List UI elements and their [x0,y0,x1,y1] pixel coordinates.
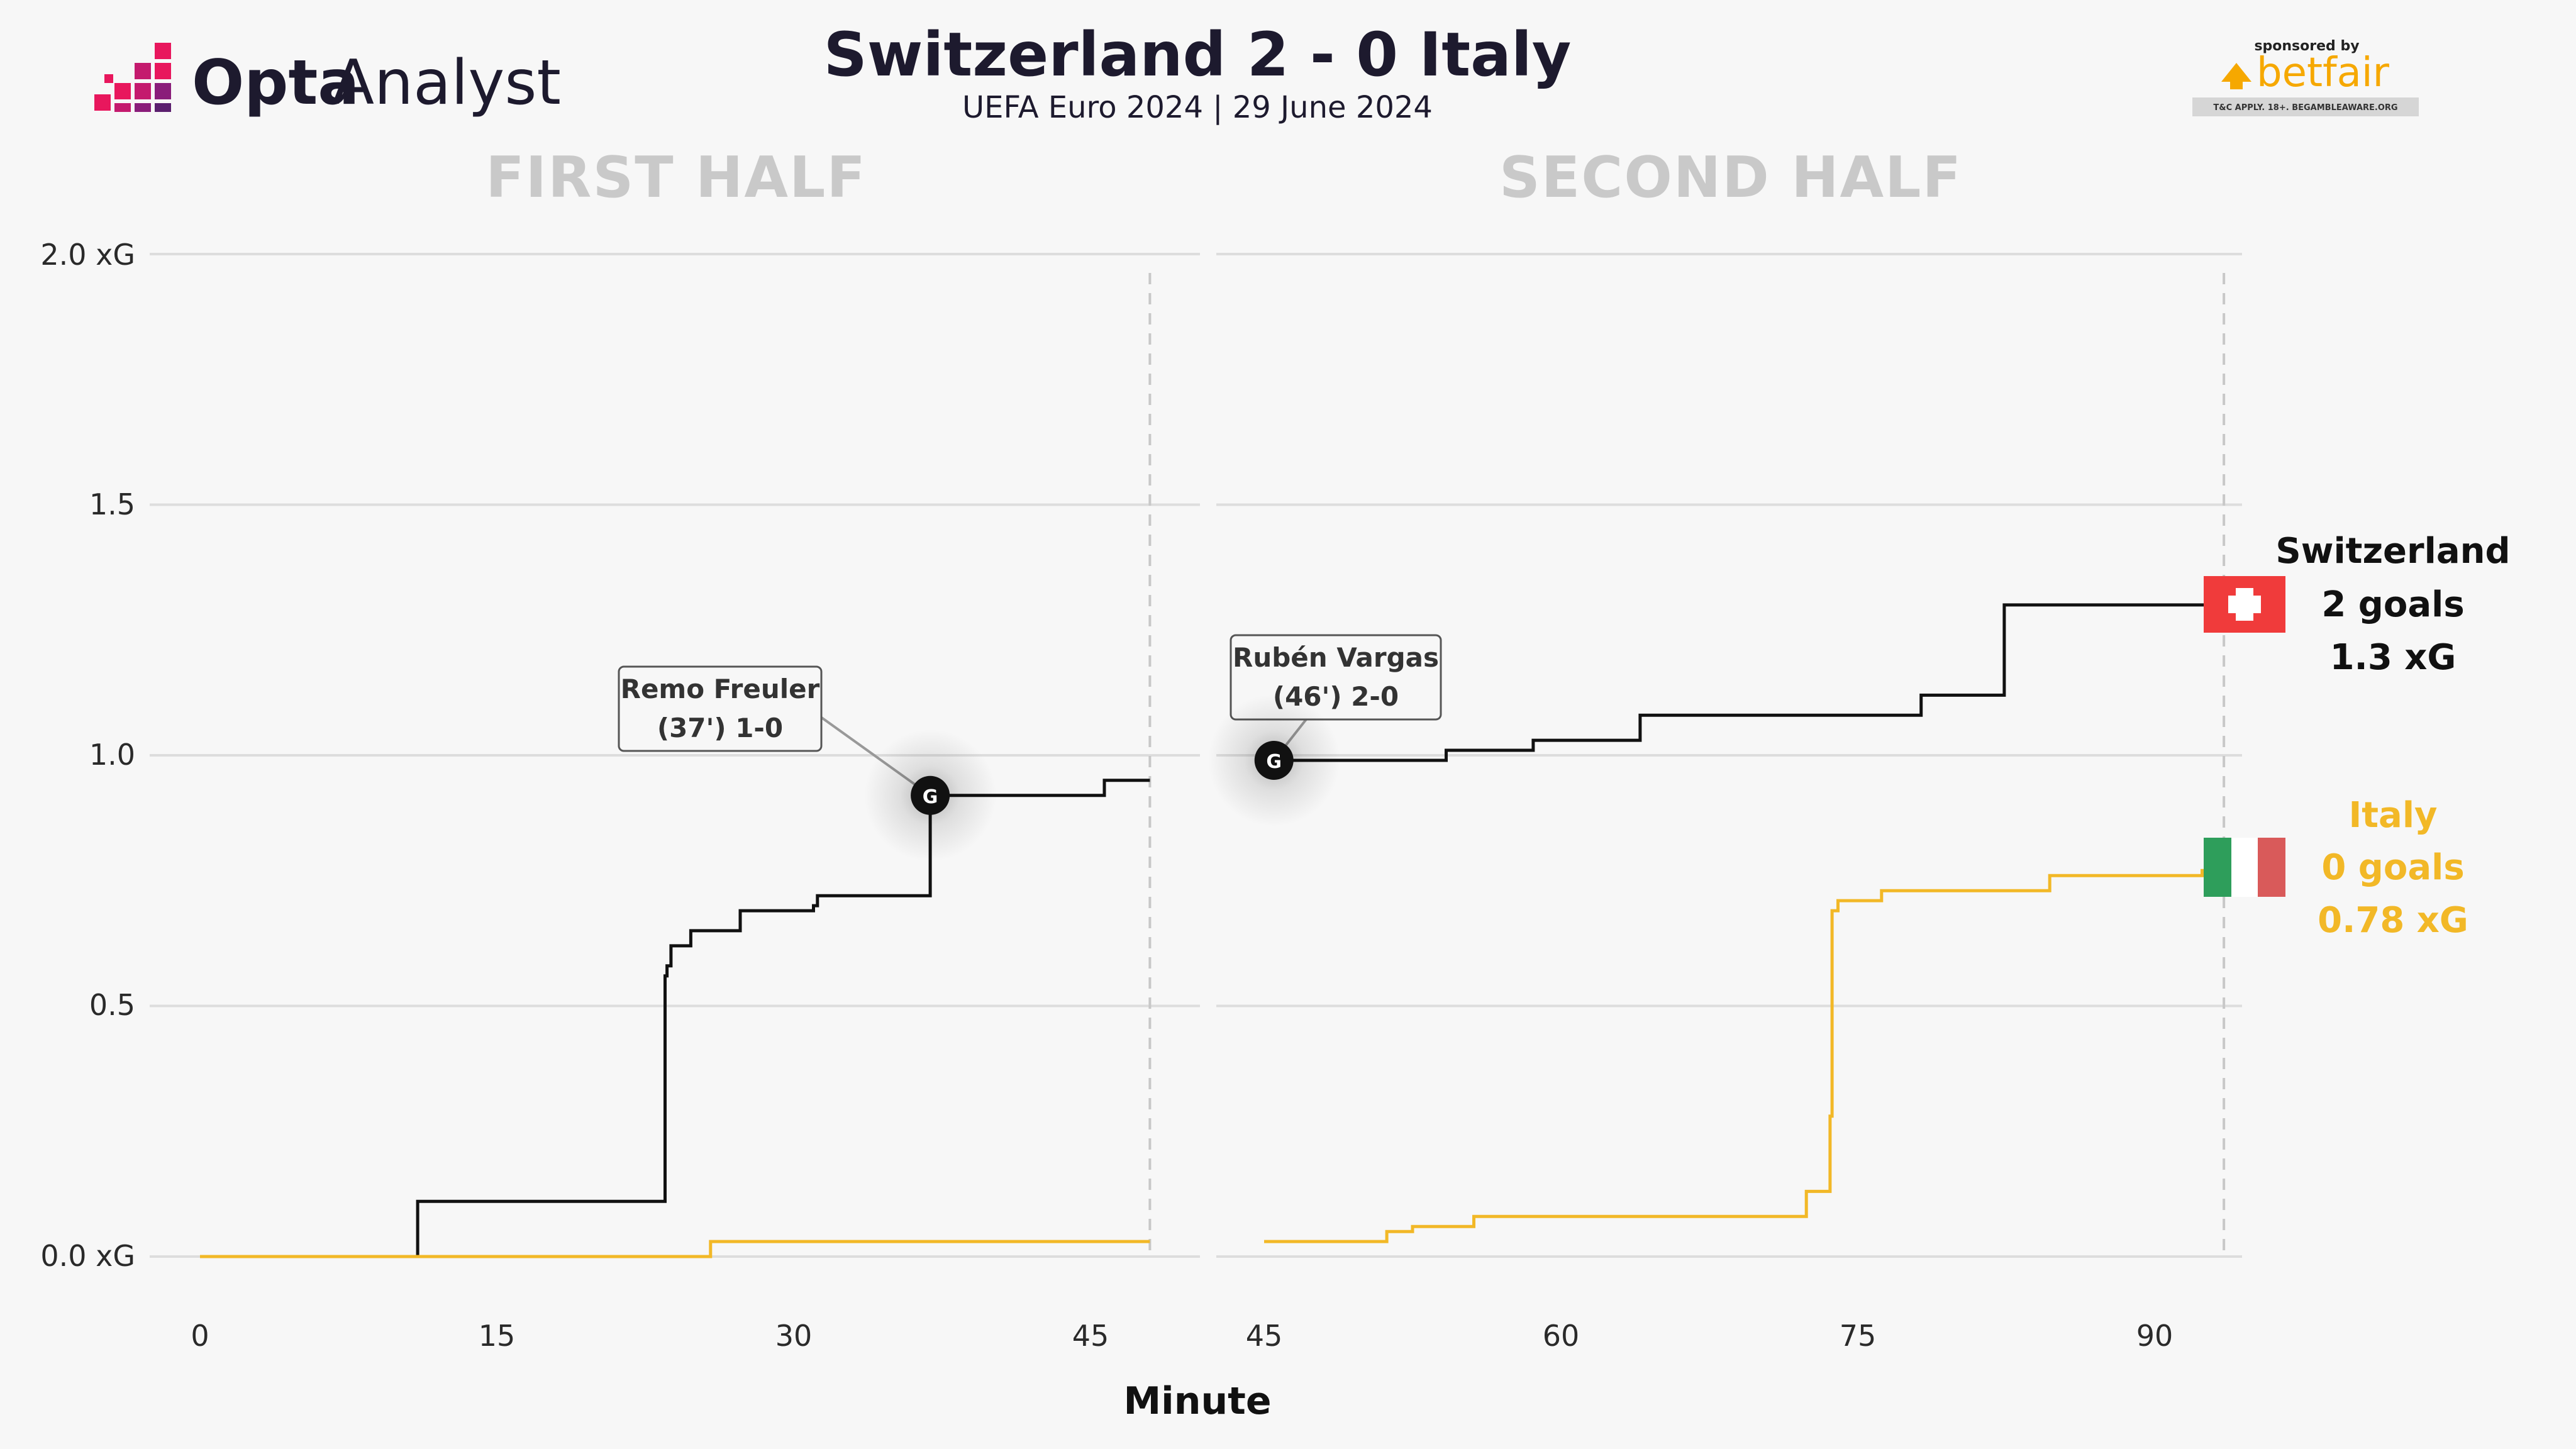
x-tick-label: 45 [1246,1319,1283,1353]
x-tick-label: 75 [1840,1319,1877,1353]
x-tick-layer: 0 15 30 45 45 60 75 90 [191,1319,2173,1353]
legend-switzerland: Switzerland 2 goals 1.3 xG [2204,531,2511,678]
betfair-sponsor: sponsored by betfair T&C APPLY. 18+. BEG… [2192,38,2419,116]
sponsor-legal-bar [2192,97,2419,116]
x-tick-label: 30 [775,1319,813,1353]
betfair-arrow-icon [2221,63,2251,89]
betfair-brand-text: betfair [2257,50,2390,96]
legend-italy: Italy 0 goals 0.78 xG [2204,795,2468,941]
series-layer [200,603,2224,1258]
switzerland-flag [2204,576,2285,633]
y-tick-label: 2.0 xG [40,238,135,272]
italy-xg-line [1264,869,2224,1243]
switzerland-xg-line [200,779,1150,1258]
annotation-scorer-text: Rubén Vargas [1233,642,1439,673]
sponsored-by-text: sponsored by [2254,38,2359,54]
sponsor-legal-text: T&C APPLY. 18+. BEGAMBLEAWARE.ORG [2213,103,2397,113]
goal-dot [1254,740,1294,780]
annotation-box [618,665,823,752]
x-tick-label: 45 [1072,1319,1109,1353]
legend-xg: 1.3 xG [2330,637,2457,678]
goal-marker-letter: G [923,786,938,808]
chart-title: Switzerland 2 - 0 Italy [824,19,1572,90]
y-tick-label: 1.0 [89,738,135,772]
y-tick-label: 0.0 xG [40,1239,135,1273]
x-axis-title: Minute [1123,1379,1271,1423]
legend-team-name: Switzerland [2275,531,2510,572]
x-tick-label: 60 [1543,1319,1580,1353]
annotation-scorer-text: Remo Freuler [621,674,820,704]
y-tick-label: 1.5 [89,487,135,521]
legend-team-name: Italy [2348,795,2437,836]
second-half-title: SECOND HALF [1499,145,1962,211]
goal-marker-layer: GG [864,694,1340,862]
italy-xg-line [200,1240,1150,1258]
annotation-score-text: (37') 1-0 [657,713,783,743]
opta-pixel-icon [94,43,171,112]
legend-goals: 2 goals [2321,584,2464,625]
grid-layer [150,253,2242,1258]
italy-flag [2204,838,2285,897]
goal-marker: G [1208,694,1340,826]
goal-dot [911,775,950,815]
first-half-title: FIRST HALF [486,145,867,211]
goal-marker-letter: G [1266,751,1282,773]
goal-marker: G [864,729,997,862]
logo-analyst-text: Analyst [332,47,561,119]
opta-analyst-logo: Opta Analyst [94,43,561,119]
goal-annotation-freuler: Remo Freuler (37') 1-0 [618,665,931,797]
y-tick-label: 0.5 [89,988,135,1022]
legend-goals: 0 goals [2321,847,2464,888]
x-tick-label: 15 [479,1319,516,1353]
logo-opta-text: Opta [192,47,359,119]
x-tick-label: 90 [2136,1319,2174,1353]
chart-subtitle: UEFA Euro 2024 | 29 June 2024 [962,90,1433,125]
switzerland-xg-line [1274,603,2224,762]
legend-xg: 0.78 xG [2318,900,2468,941]
x-tick-label: 0 [191,1319,209,1353]
